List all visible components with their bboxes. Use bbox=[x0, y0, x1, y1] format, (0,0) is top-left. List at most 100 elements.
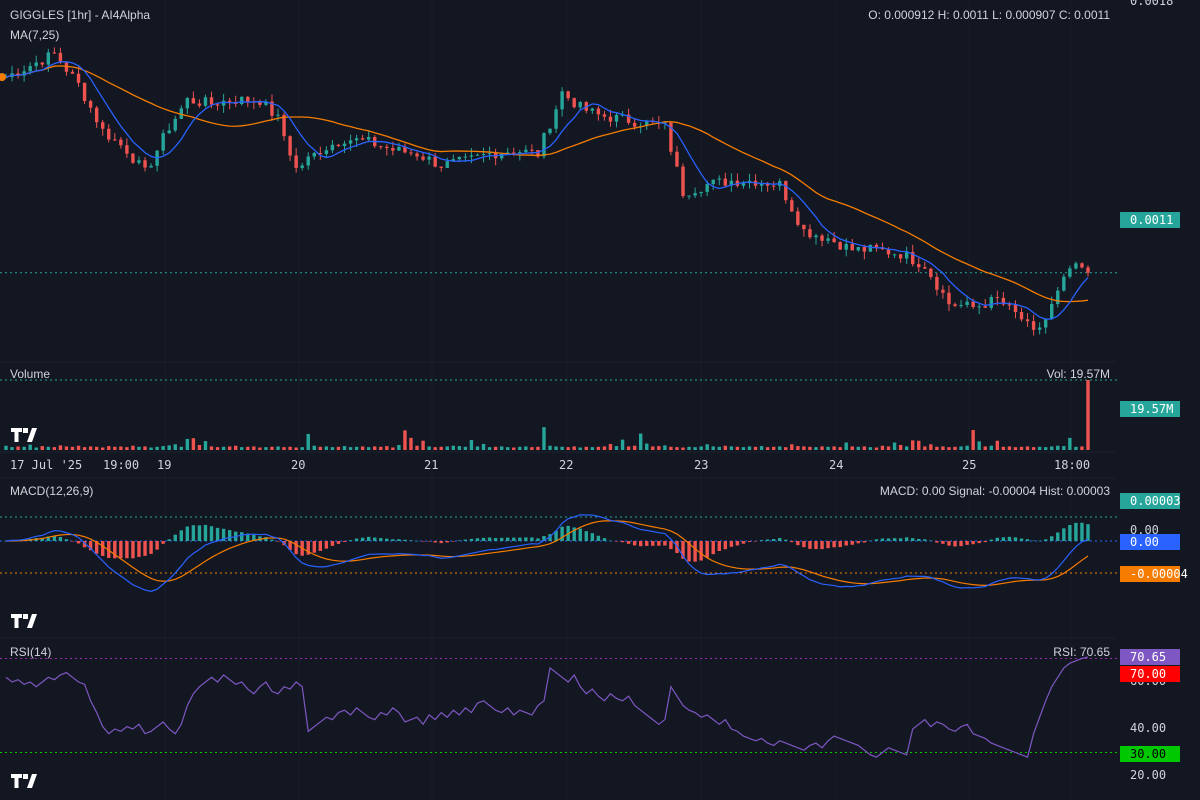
candle bbox=[336, 144, 341, 147]
macd-histogram-bar bbox=[856, 541, 861, 544]
candle bbox=[487, 153, 492, 155]
macd-histogram-bar bbox=[995, 537, 1000, 541]
volume-bar bbox=[415, 445, 419, 450]
volume-bar bbox=[1068, 437, 1072, 450]
macd-histogram-bar bbox=[741, 541, 746, 544]
candle bbox=[771, 185, 776, 187]
volume-bar bbox=[161, 446, 165, 450]
macd-histogram-bar bbox=[318, 541, 323, 551]
volume-bar bbox=[590, 447, 595, 450]
volume-bar bbox=[1031, 447, 1036, 450]
macd-histogram-bar bbox=[596, 535, 601, 541]
rsi-line bbox=[5, 656, 1089, 759]
candle bbox=[935, 276, 939, 290]
candle bbox=[1013, 304, 1018, 313]
volume-bar bbox=[911, 440, 915, 450]
candle bbox=[88, 101, 93, 108]
macd-histogram-bar bbox=[360, 537, 365, 541]
volume-bar bbox=[40, 446, 44, 450]
macd-histogram-bar bbox=[808, 541, 812, 549]
candle bbox=[258, 101, 262, 105]
volume-bar bbox=[499, 446, 504, 450]
macd-histogram-bar bbox=[1031, 540, 1036, 542]
candle bbox=[137, 160, 141, 163]
macd-histogram-bar bbox=[433, 541, 437, 543]
candle bbox=[276, 114, 280, 116]
macd-histogram-bar bbox=[1013, 537, 1018, 541]
volume-bar bbox=[977, 441, 981, 450]
candle bbox=[1074, 263, 1078, 269]
x-axis-label: 18:00 bbox=[1054, 458, 1091, 472]
macd-histogram-bar bbox=[941, 541, 945, 544]
macd-histogram-bar bbox=[397, 539, 401, 541]
candle bbox=[1001, 297, 1006, 305]
macd-line bbox=[5, 514, 1089, 592]
macd-label[interactable]: MACD(12,26,9) bbox=[10, 484, 94, 498]
candle bbox=[699, 191, 703, 194]
candle bbox=[463, 156, 468, 158]
candle bbox=[560, 91, 564, 110]
volume-bar bbox=[137, 446, 141, 450]
volume-bar bbox=[1007, 446, 1012, 450]
volume-bar bbox=[324, 446, 329, 450]
macd-histogram-bar bbox=[892, 538, 897, 541]
candle bbox=[681, 166, 685, 196]
ma-indicator-label[interactable]: MA(7,25) bbox=[10, 28, 60, 42]
candle bbox=[1080, 263, 1084, 268]
volume-bar bbox=[711, 446, 715, 450]
volume-bar bbox=[856, 446, 861, 450]
macd-histogram-bar bbox=[838, 541, 842, 548]
volume-bar bbox=[348, 447, 353, 450]
volume-bar bbox=[953, 446, 957, 450]
macd-histogram-bar bbox=[415, 540, 419, 542]
volume-bar bbox=[808, 446, 812, 450]
macd-histogram-bar bbox=[481, 537, 486, 541]
volume-bar bbox=[282, 447, 286, 450]
volume-bar bbox=[548, 445, 552, 450]
volume-bar bbox=[723, 445, 728, 450]
volume-bar bbox=[246, 446, 250, 450]
volume-bar bbox=[669, 446, 673, 450]
macd-histogram-bar bbox=[874, 539, 879, 541]
volume-bar bbox=[1013, 447, 1018, 450]
macd-histogram-bar bbox=[324, 541, 329, 549]
macd-histogram-bar bbox=[167, 539, 171, 541]
macd-histogram-bar bbox=[1074, 522, 1078, 541]
candle bbox=[687, 195, 691, 197]
macd-histogram-bar bbox=[421, 541, 425, 542]
last-price-tag: 0.0011 bbox=[1120, 212, 1180, 228]
candle bbox=[705, 184, 709, 192]
macd-histogram-bar bbox=[669, 541, 673, 550]
rsi-value-tag: 70.65 bbox=[1120, 649, 1180, 665]
macd-histogram-bar bbox=[935, 541, 939, 543]
macd-histogram-bar bbox=[717, 541, 721, 551]
volume-bar bbox=[844, 442, 848, 450]
volume-bar bbox=[385, 446, 389, 450]
candle bbox=[717, 178, 721, 180]
x-axis-label: 17 Jul '25 bbox=[10, 458, 83, 472]
macd-histogram-bar bbox=[638, 541, 643, 547]
macd-histogram-bar bbox=[1068, 525, 1072, 541]
macd-histogram-bar bbox=[336, 541, 341, 544]
volume-bar bbox=[143, 446, 147, 450]
volume-bar bbox=[596, 446, 601, 450]
volume-bar bbox=[481, 443, 486, 450]
macd-histogram-bar bbox=[366, 536, 371, 541]
volume-bar bbox=[312, 445, 316, 450]
candle bbox=[1068, 268, 1072, 277]
volume-bar bbox=[850, 446, 854, 450]
macd-histogram-bar bbox=[1086, 524, 1090, 541]
rsi-label[interactable]: RSI(14) bbox=[10, 645, 52, 659]
macd-histogram-bar bbox=[76, 541, 81, 544]
candle bbox=[421, 156, 425, 160]
volume-bar bbox=[584, 446, 588, 450]
macd-histogram-bar bbox=[439, 541, 443, 544]
volume-bar bbox=[747, 446, 752, 450]
volume-bar bbox=[965, 445, 969, 450]
candle bbox=[1062, 276, 1066, 291]
macd-histogram-bar bbox=[626, 541, 631, 544]
macd-histogram-bar bbox=[70, 541, 75, 542]
volume-label[interactable]: Volume bbox=[10, 367, 51, 381]
macd-histogram-bar bbox=[475, 538, 480, 541]
